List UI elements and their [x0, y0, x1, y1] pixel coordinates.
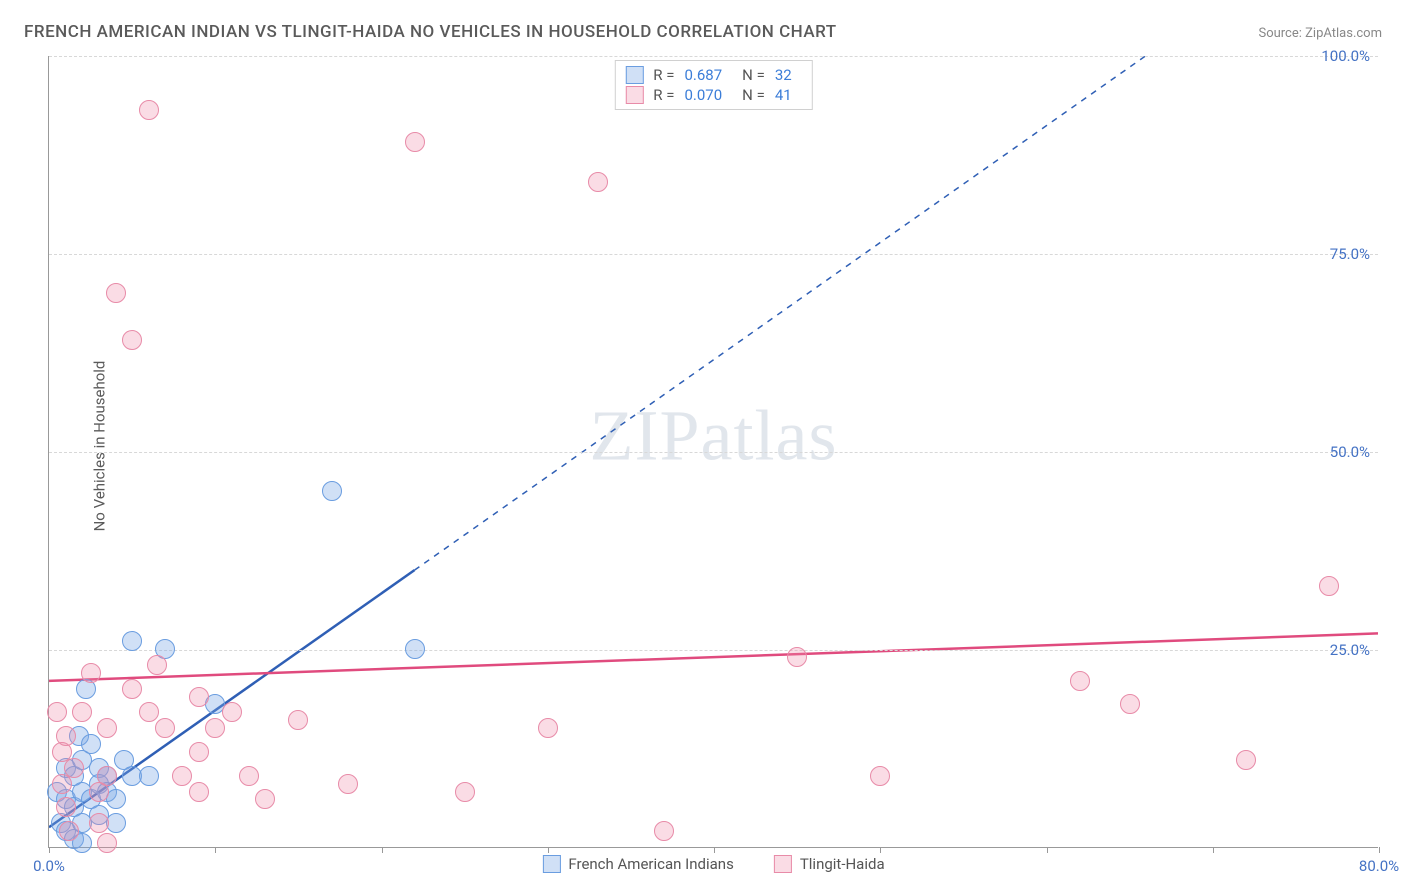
y-tick-label: 100.0% [1321, 47, 1370, 65]
gridline [49, 56, 1378, 57]
chart-title: FRENCH AMERICAN INDIAN VS TLINGIT-HAIDA … [24, 22, 837, 42]
data-point [455, 782, 475, 802]
legend-swatch [542, 855, 560, 873]
gridline [49, 452, 1378, 453]
data-point [81, 734, 101, 754]
data-point [189, 782, 209, 802]
x-tick-mark [1213, 847, 1214, 853]
data-point [122, 631, 142, 651]
y-tick-label: 50.0% [1330, 443, 1370, 461]
watermark-text-a: ZIP [590, 395, 701, 475]
data-point [139, 100, 159, 120]
x-tick-mark [548, 847, 549, 853]
data-point [97, 766, 117, 786]
legend-label: French American Indians [568, 855, 733, 873]
data-point [1120, 694, 1140, 714]
gridline [49, 254, 1378, 255]
data-point [81, 663, 101, 683]
data-point [56, 797, 76, 817]
n-label: N = [742, 86, 765, 104]
data-point [338, 774, 358, 794]
x-tick-mark [1047, 847, 1048, 853]
data-point [405, 132, 425, 152]
data-point [189, 742, 209, 762]
data-point [870, 766, 890, 786]
data-point [97, 833, 117, 853]
data-point [155, 718, 175, 738]
data-point [147, 655, 167, 675]
x-tick-label: 80.0% [1359, 857, 1399, 875]
watermark: ZIPatlas [590, 394, 838, 477]
r-label: R = [653, 86, 674, 104]
n-label: N = [742, 66, 765, 84]
data-point [56, 726, 76, 746]
data-point [405, 639, 425, 659]
data-point [139, 702, 159, 722]
data-point [1236, 750, 1256, 770]
legend-swatch [774, 855, 792, 873]
data-point [172, 766, 192, 786]
x-tick-mark [215, 847, 216, 853]
x-tick-mark [382, 847, 383, 853]
legend-row: R = 0.687 N = 32 [625, 65, 801, 85]
data-point [538, 718, 558, 738]
data-point [97, 718, 117, 738]
data-point [288, 710, 308, 730]
r-label: R = [653, 66, 674, 84]
data-point [89, 813, 109, 833]
data-point [189, 687, 209, 707]
x-tick-mark [1379, 847, 1380, 853]
data-point [205, 718, 225, 738]
legend-swatch [625, 66, 643, 84]
gridline [49, 650, 1378, 651]
data-point [322, 481, 342, 501]
x-tick-mark [880, 847, 881, 853]
data-point [654, 821, 674, 841]
trend-line [49, 633, 1378, 680]
r-value: 0.070 [684, 86, 722, 104]
x-tick-mark [49, 847, 50, 853]
watermark-text-b: atlas [701, 395, 838, 475]
data-point [239, 766, 259, 786]
plot-area: ZIPatlas R =0.687N =32R =0.070N =41 Fren… [48, 56, 1378, 848]
legend-swatch [625, 86, 643, 104]
data-point [588, 172, 608, 192]
x-tick-label: 0.0% [33, 857, 65, 875]
r-value: 0.687 [684, 66, 722, 84]
data-point [787, 647, 807, 667]
legend-row: R = 0.070 N = 41 [625, 85, 801, 105]
legend-item: French American Indians [542, 855, 733, 873]
legend-item: Tlingit-Haida [774, 855, 885, 873]
n-value: 32 [775, 66, 792, 84]
data-point [59, 821, 79, 841]
data-point [122, 679, 142, 699]
n-value: 41 [775, 86, 792, 104]
data-point [122, 330, 142, 350]
legend-label: Tlingit-Haida [800, 855, 885, 873]
trend-line-dashed [414, 56, 1145, 570]
data-point [47, 702, 67, 722]
data-point [1319, 576, 1339, 596]
source-attribution: Source: ZipAtlas.com [1258, 26, 1382, 41]
y-tick-label: 75.0% [1330, 245, 1370, 263]
data-point [106, 283, 126, 303]
correlation-legend: R = 0.687 N = 32 R = 0.070 N = 41 [614, 60, 812, 110]
data-point [64, 758, 84, 778]
data-point [255, 789, 275, 809]
x-tick-mark [714, 847, 715, 853]
source-link[interactable]: ZipAtlas.com [1305, 26, 1382, 41]
y-tick-label: 25.0% [1330, 641, 1370, 659]
source-label: Source: [1258, 26, 1305, 41]
data-point [222, 702, 242, 722]
data-point [1070, 671, 1090, 691]
data-point [139, 766, 159, 786]
series-legend: French American Indians Tlingit-Haida [542, 855, 884, 873]
data-point [72, 702, 92, 722]
